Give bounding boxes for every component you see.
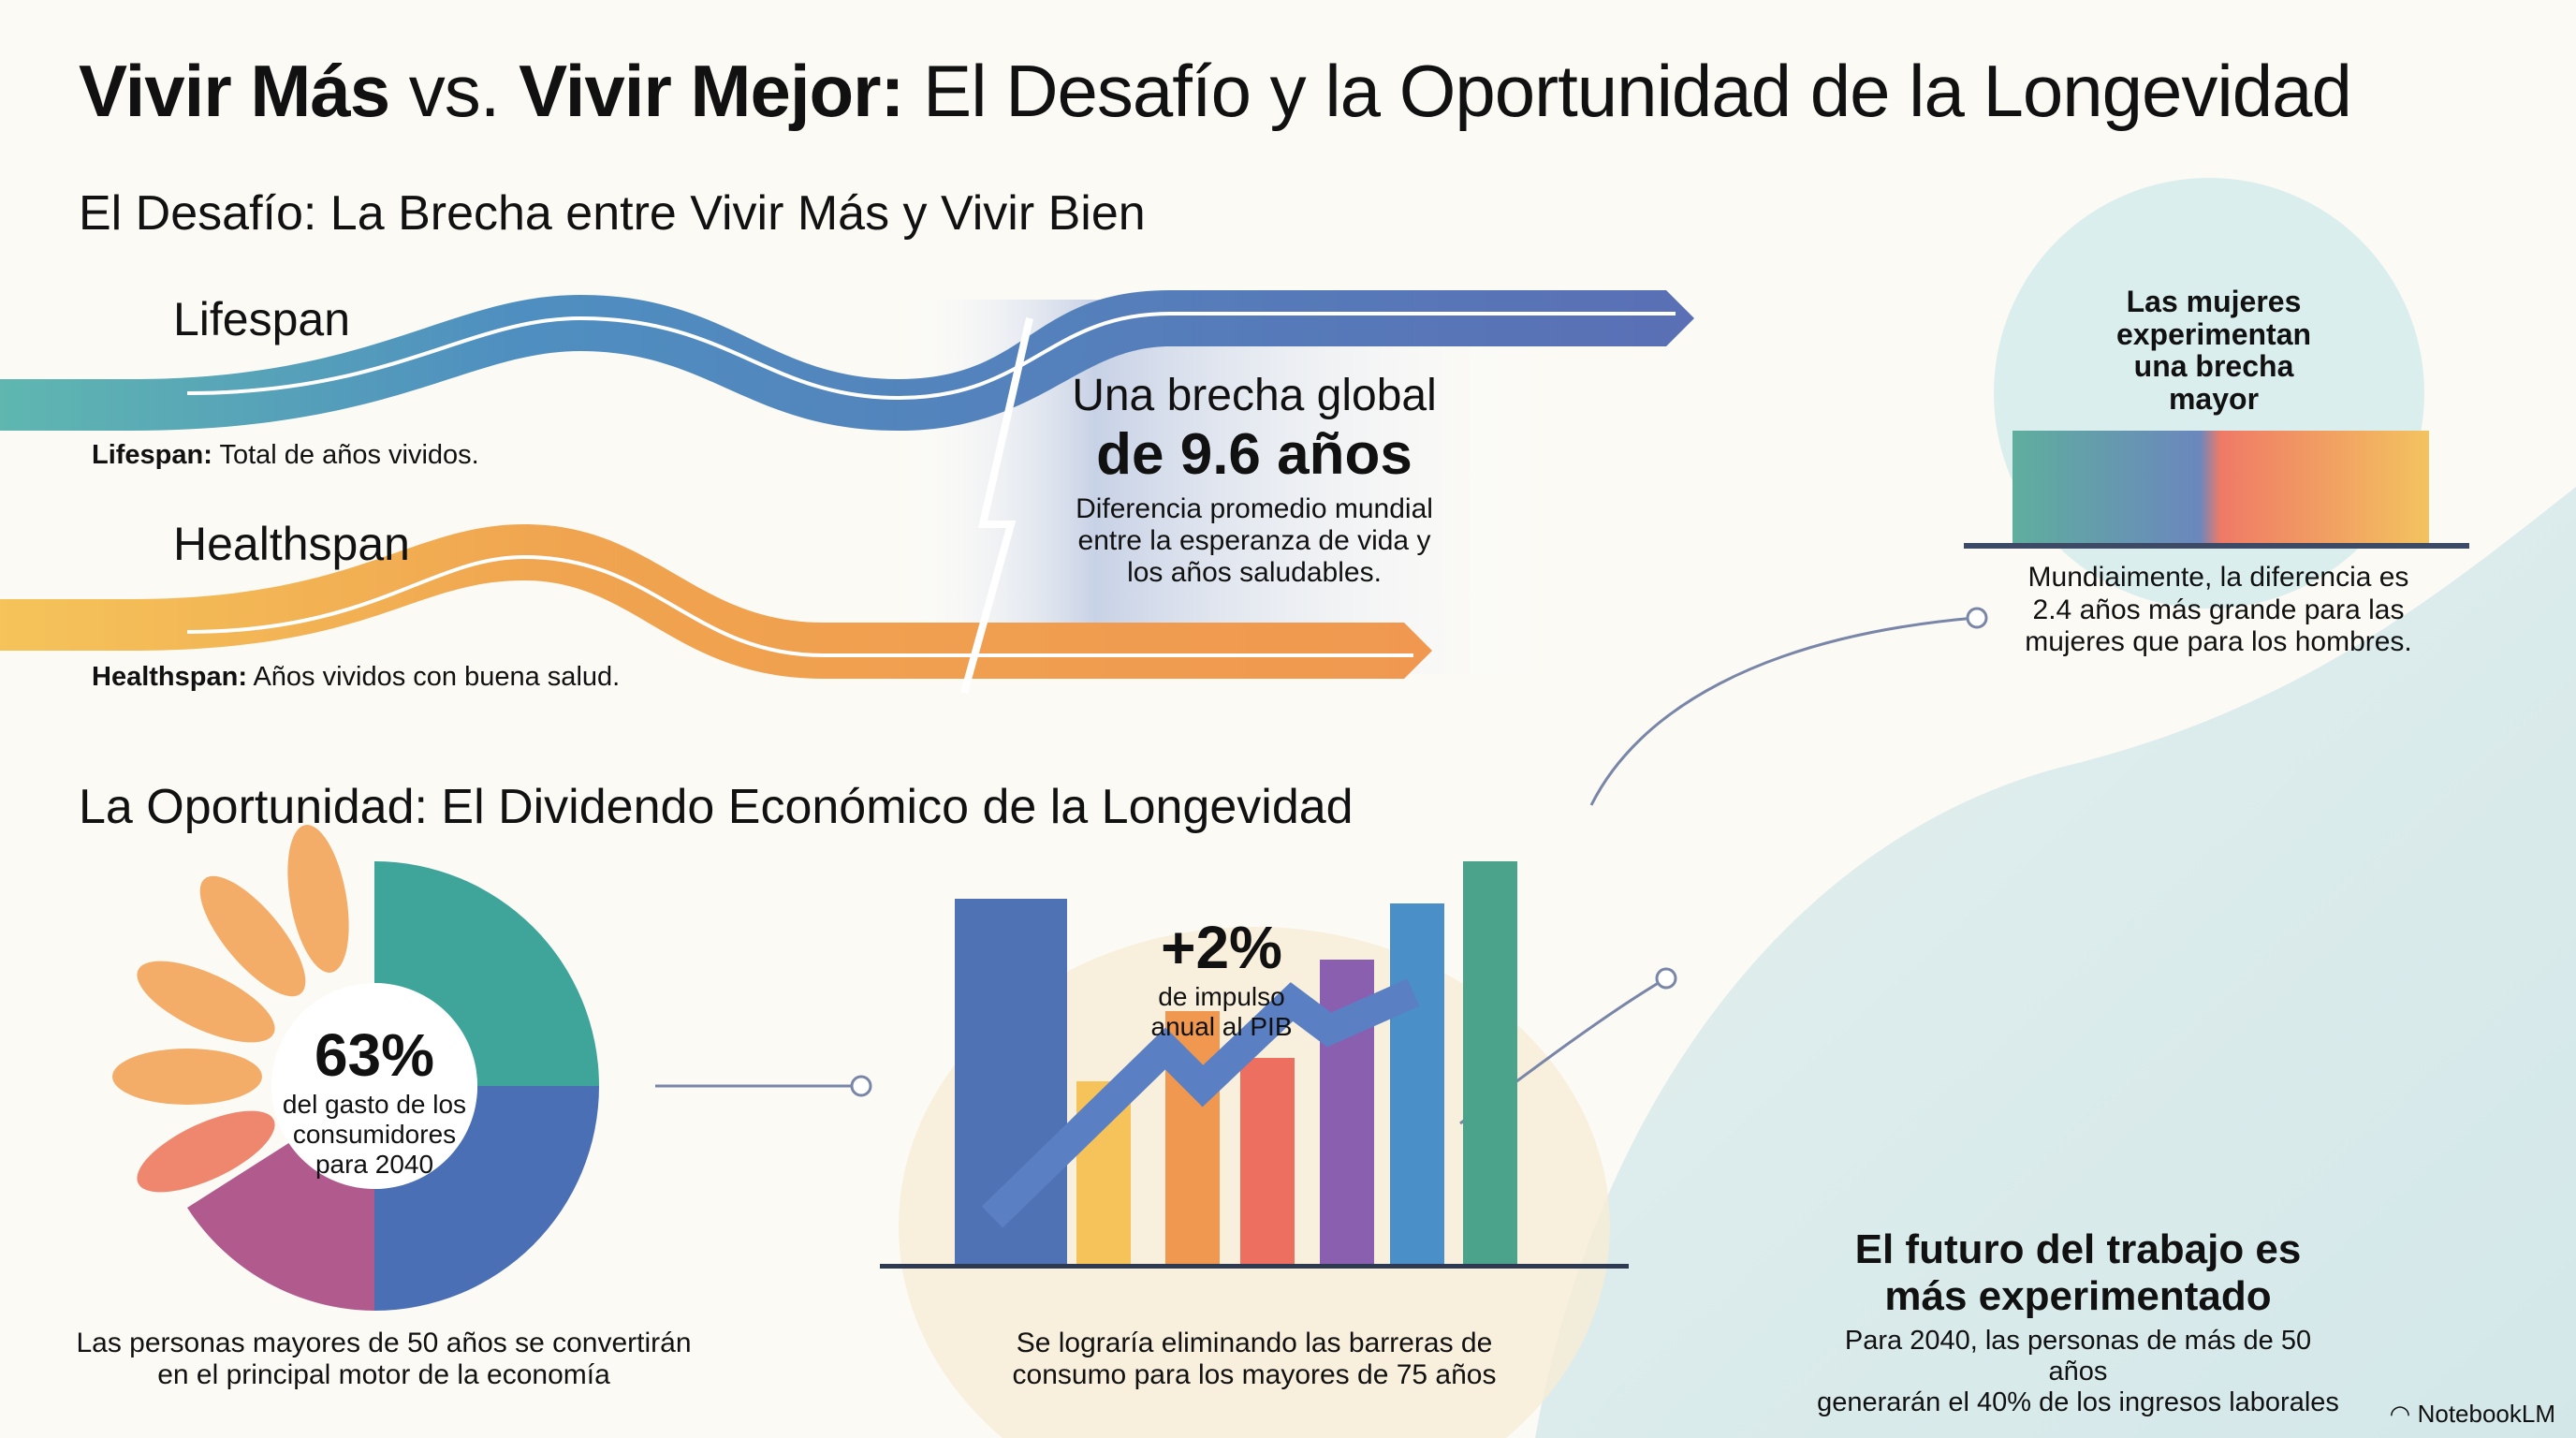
gdp-caption: Se lograría eliminando las barreras de co… xyxy=(1012,1328,1497,1390)
gdp-stat: +2% de impulso anual al PIB xyxy=(1150,914,1293,1041)
women-gap-heading: Las mujeres experimentan una brecha mayor xyxy=(2115,285,2312,416)
opportunity-heading: La Oportunidad: El Dividendo Económico d… xyxy=(79,780,1354,834)
challenge-heading: El Desafío: La Brecha entre Vivir Más y … xyxy=(79,186,1146,241)
page-title: Vivir Más vs. Vivir Mejor: El Desafío y … xyxy=(79,50,2352,132)
spending-caption: Las personas mayores de 50 años se conve… xyxy=(76,1328,692,1390)
healthspan-label: Healthspan xyxy=(173,518,410,570)
healthspan-definition: Healthspan: Años vividos con buena salud… xyxy=(92,662,621,692)
notebooklm-brand: ◠ NotebookLM xyxy=(2389,1400,2555,1428)
work-future: El futuro del trabajo es más experimenta… xyxy=(1817,1226,2339,1417)
women-gap-description: Mundiaimente, la diferencia es 2.4 años m… xyxy=(2025,562,2412,657)
spending-stat: 63% del gasto de los consumidores para 2… xyxy=(282,1021,467,1179)
lifespan-label: Lifespan xyxy=(173,293,351,345)
notebooklm-logo-icon: ◠ xyxy=(2389,1400,2418,1428)
global-gap-stat: Una brecha global de 9.6 años Diferencia… xyxy=(1072,371,1437,588)
lifespan-definition: Lifespan: Total de años vividos. xyxy=(92,440,479,470)
